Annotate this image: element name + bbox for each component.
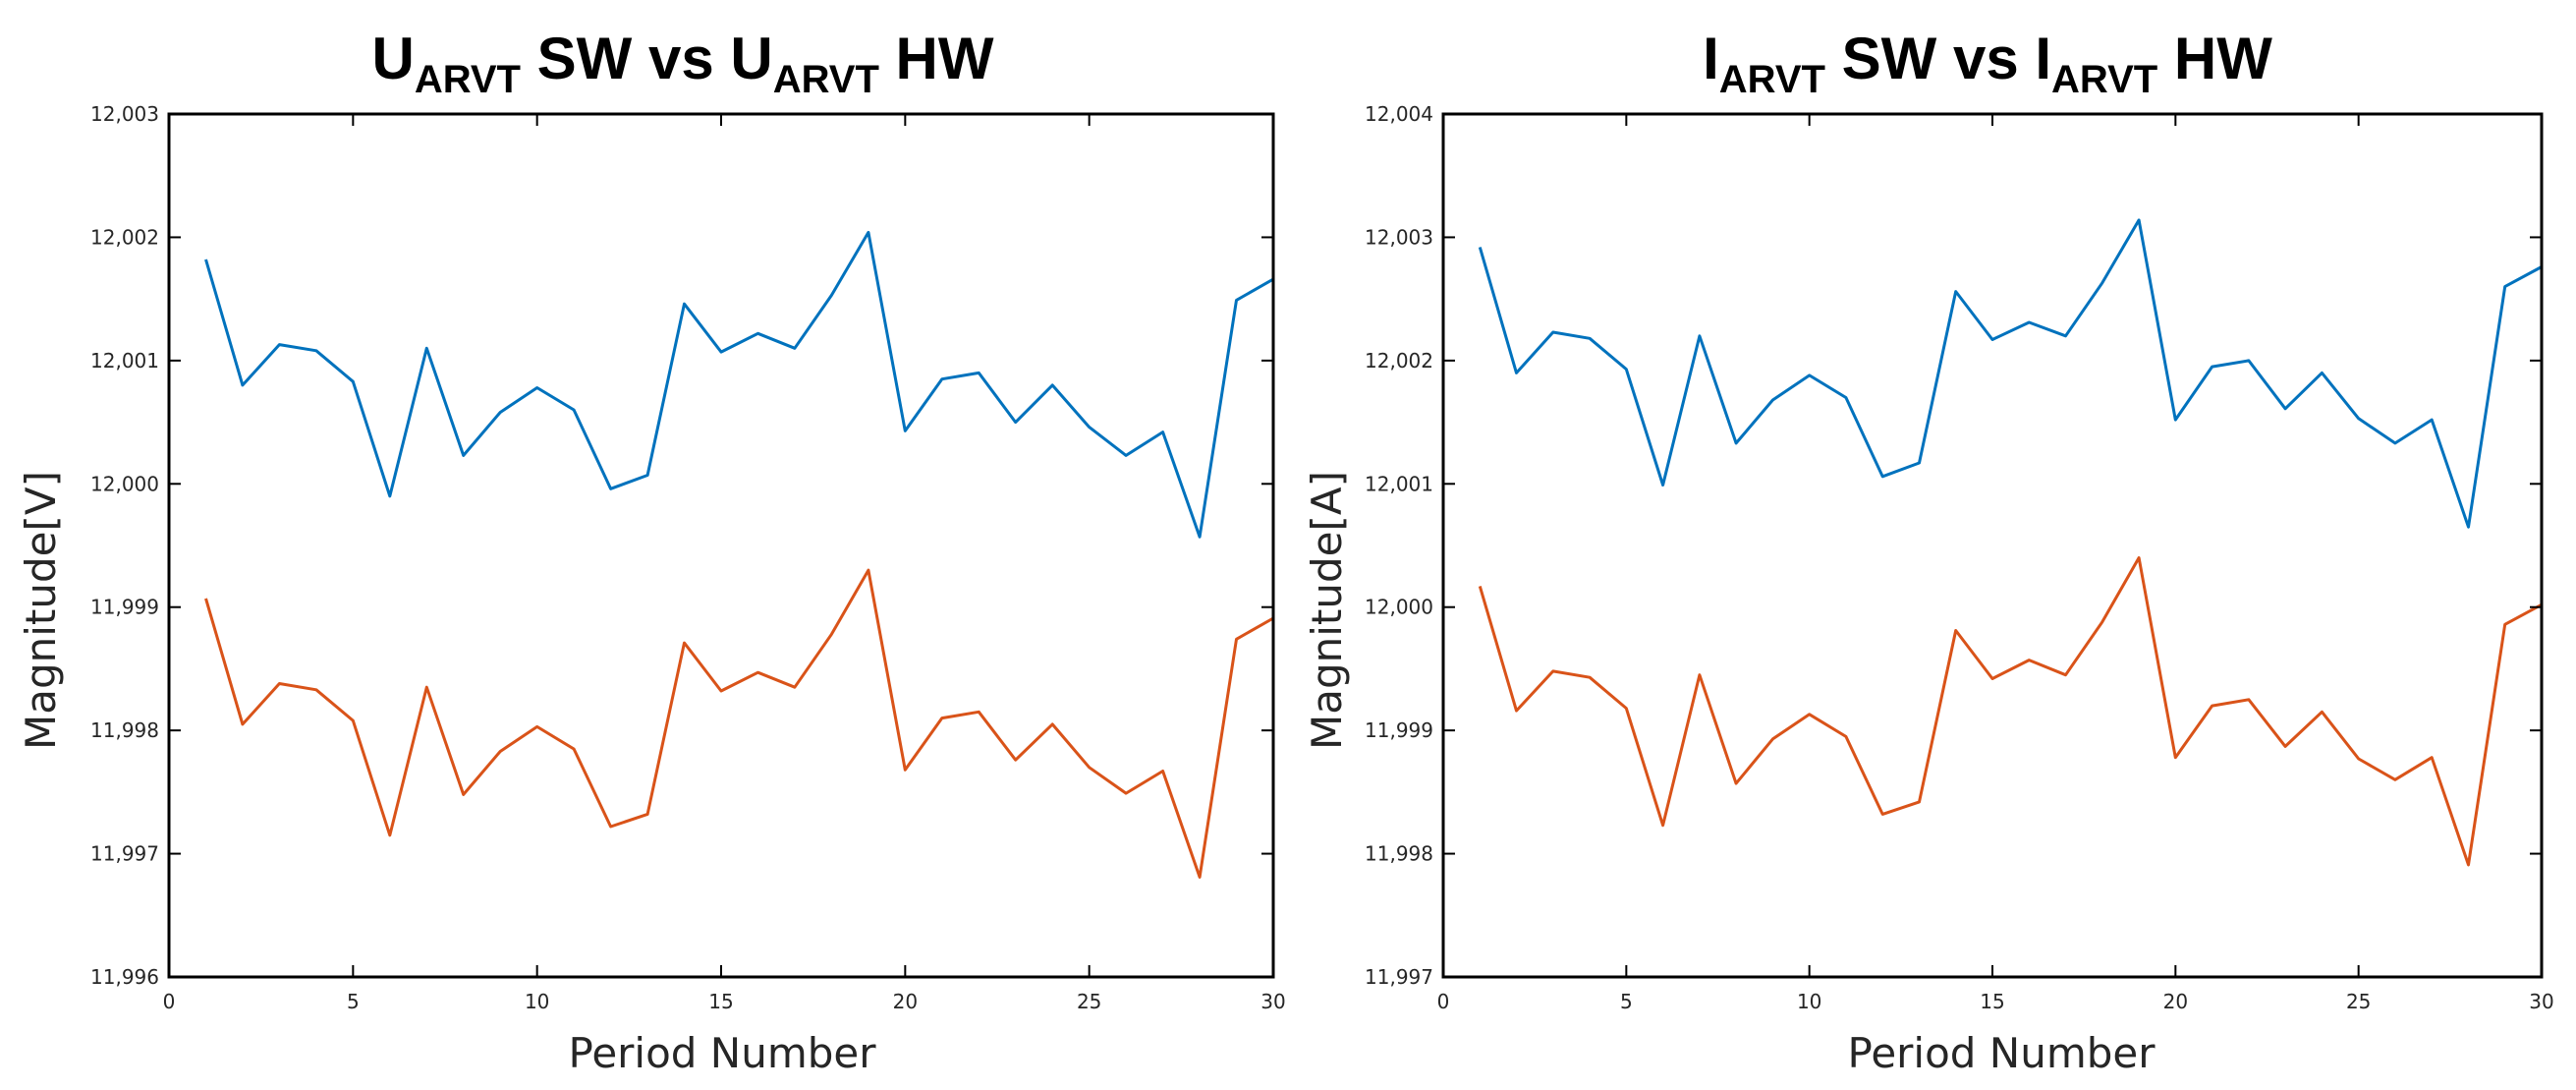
chart-title-part: SW vs U [521, 26, 773, 91]
x-tick-label: 30 [1260, 990, 1285, 1013]
series-line-1 [1478, 218, 2543, 529]
x-tick-label: 10 [525, 990, 549, 1013]
y-tick-label: 12,003 [1365, 225, 1433, 249]
x-tick-label: 10 [1797, 990, 1821, 1013]
chart-current-svg: IARVT SW vs IARVT HW 0 5 10 15 20 25 3011,9971… [1303, 26, 2554, 1077]
x-tick-label: 20 [2163, 990, 2188, 1013]
chart-title-subscript: ARVT [1719, 58, 1825, 101]
chart-current: IARVT SW vs IARVT HW 0 5 10 15 20 25 30 11,997 1… [1288, 0, 2576, 1090]
y-tick-label: 11,997 [90, 842, 159, 866]
x-tick-label: 5 [347, 990, 360, 1013]
y-tick-label: 12,003 [90, 102, 159, 126]
x-tick-label: 30 [2529, 990, 2553, 1013]
x-tick-label: 5 [1620, 990, 1633, 1013]
x-tick-label: 20 [893, 990, 918, 1013]
y-tick-label: 12,000 [90, 472, 159, 495]
plot-area-frame [1441, 112, 2544, 979]
chart-title-subscript: ARVT [2051, 58, 2157, 101]
y-tick-label: 12,002 [1365, 349, 1433, 373]
x-tick-label: 15 [1980, 990, 2004, 1013]
series-line-2 [1478, 556, 2543, 867]
y-tick-label: 11,997 [1365, 965, 1433, 989]
chart-voltage: UARVT SW vs UARVT HW 0 5 10 15 20 25 30 11,996 1… [17, 26, 1286, 1077]
chart-title-part: I [1703, 26, 1719, 91]
chart-title: UARVT SW vs UARVT HW [371, 26, 993, 101]
x-tick-label: 0 [1437, 990, 1450, 1013]
series-line-1 [204, 230, 1274, 539]
y-tick-label: 11,996 [90, 965, 159, 989]
y-tick-label: 12,001 [1365, 472, 1433, 495]
y-tick-label: 12,002 [90, 225, 159, 249]
chart-title: IARVT SW vs IARVT HW [1703, 26, 2272, 101]
series-line-2 [204, 568, 1274, 879]
x-tick-label: 15 [708, 990, 733, 1013]
plot-area-frame [167, 112, 1275, 979]
chart-title-part: SW vs I [1825, 26, 2051, 91]
x-tick-label: 25 [1077, 990, 1101, 1013]
chart-voltage-svg: UARVT SW vs UARVT HW 0 5 10 15 20 25 3011,9961… [17, 26, 1286, 1077]
y-tick-label: 12,001 [90, 349, 159, 373]
chart-title-subscript: ARVT [773, 58, 879, 101]
y-tick-label: 11,998 [90, 718, 159, 742]
y-tick-label: 11,999 [1365, 718, 1433, 742]
x-axis-label: Period Number [1847, 1029, 2156, 1077]
y-tick-label: 11,999 [90, 596, 159, 619]
y-axis-label: Magnitude[A] [1303, 471, 1351, 750]
x-tick-label: 0 [163, 990, 176, 1013]
chart-title-part: U [371, 26, 414, 91]
y-axis-label: Magnitude[V] [17, 471, 65, 750]
y-tick-label: 11,998 [1365, 842, 1433, 866]
chart-title-subscript: ARVT [415, 58, 521, 101]
chart-title-part: HW [879, 26, 994, 91]
y-tick-label: 12,000 [1365, 596, 1433, 619]
y-tick-label: 12,004 [1365, 102, 1433, 126]
x-axis-label: Period Number [568, 1029, 876, 1077]
x-tick-label: 25 [2346, 990, 2371, 1013]
chart-title-part: HW [2157, 26, 2272, 91]
